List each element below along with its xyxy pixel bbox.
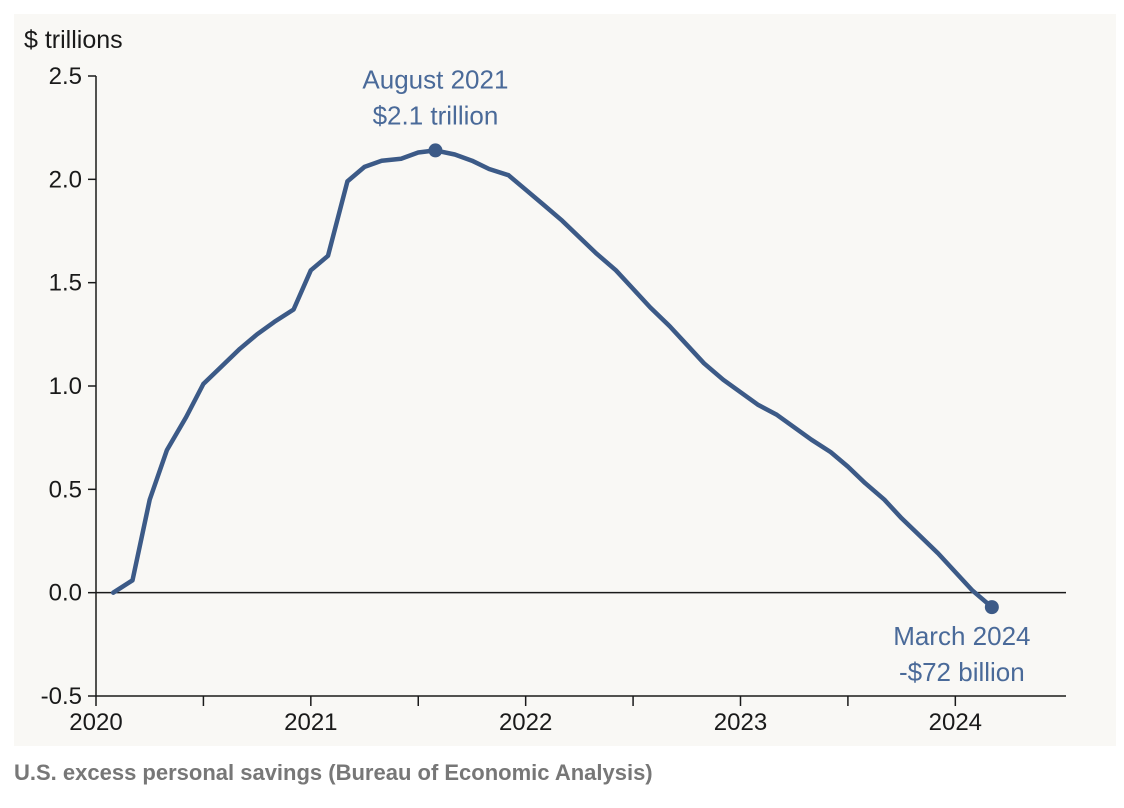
y-tick-label: 0.5 — [49, 476, 82, 503]
annotation-label-line2: $2.1 trillion — [373, 100, 499, 130]
annotation-label-line1: August 2021 — [362, 64, 508, 94]
annotation-point — [428, 143, 443, 158]
y-tick-label: 0.0 — [49, 580, 82, 607]
x-tick-label: 2023 — [714, 709, 767, 736]
annotations: August 2021 $2.1 trillion March 2024 -$72 b… — [362, 64, 1030, 687]
annotation-point — [984, 600, 999, 615]
x-tick-label: 2021 — [284, 709, 337, 736]
y-tick-label: 2.5 — [49, 63, 82, 90]
x-tick-label: 2020 — [69, 709, 122, 736]
annotation-label-line1: March 2024 — [893, 621, 1030, 651]
series-line — [110, 148, 995, 610]
y-tick-label: 1.5 — [49, 270, 82, 297]
x-tick-label: 2022 — [499, 709, 552, 736]
annotation-label-line2: -$72 billion — [899, 657, 1025, 687]
axes — [95, 76, 1066, 697]
x-tick-label: 2024 — [929, 709, 982, 736]
y-tick-label: -0.5 — [41, 683, 82, 710]
y-axis-title: $ trillions — [24, 26, 123, 54]
y-tick-label: 1.0 — [49, 373, 82, 400]
y-tick-label: 2.0 — [49, 166, 82, 193]
chart-panel: $ trillions 2.5 2.0 1.5 1.0 0.5 0.0 -0.5 2020 20… — [14, 14, 1116, 746]
figure-caption: U.S. excess personal savings (Bureau of … — [14, 760, 653, 785]
